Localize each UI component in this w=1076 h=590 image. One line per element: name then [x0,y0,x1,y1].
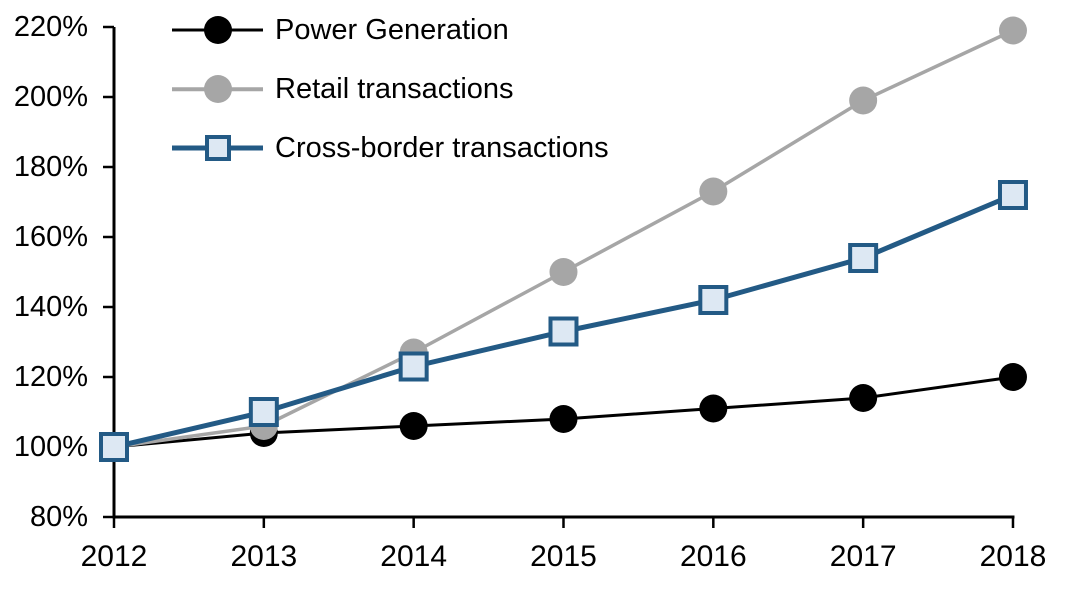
data-point-circle [549,405,578,433]
y-tick-label: 100% [14,431,88,463]
legend-label-power-generation: Power Generation [275,14,509,46]
data-point-circle [998,363,1027,391]
legend-swatch-black-circle-icon [172,10,263,50]
data-point-circle [998,16,1027,45]
x-tick-label: 2012 [81,540,148,573]
x-tick-label: 2017 [830,540,897,573]
chart-legend: Power Generation Retail transactions Cro… [172,10,609,187]
data-point-square [997,180,1028,210]
y-tick-label: 160% [14,221,88,253]
data-point-square [248,397,279,427]
data-point-circle [849,384,878,412]
legend-swatch-gray-circle-icon [172,69,263,109]
x-tick-label: 2018 [980,540,1047,573]
y-tick-label: 220% [14,11,88,43]
data-point-square [698,285,729,315]
data-point-circle [399,412,428,440]
y-tick-label: 120% [14,361,88,393]
legend-label-retail-transactions: Retail transactions [275,73,514,105]
x-tick-label: 2016 [680,540,747,573]
data-point-square [398,351,429,382]
x-tick-label: 2013 [230,540,297,573]
y-tick-label: 180% [14,151,88,183]
data-point-square [848,243,879,273]
data-point-circle [549,258,578,286]
data-point-circle [849,86,878,115]
legend-item-power-generation: Power Generation [172,10,609,50]
data-point-square [99,432,129,462]
x-tick-label: 2014 [380,540,447,573]
data-point-square [548,316,579,347]
y-tick-label: 140% [14,291,88,323]
legend-swatch-blue-square-icon [172,128,263,168]
data-point-circle [699,394,728,423]
y-tick-label: 80% [30,501,88,533]
x-tick-label: 2015 [530,540,597,573]
legend-label-cross-border-transactions: Cross-border transactions [275,132,609,164]
legend-item-cross-border-transactions: Cross-border transactions [172,128,609,168]
data-point-circle [699,177,728,206]
legend-item-retail-transactions: Retail transactions [172,69,609,109]
y-tick-label: 200% [14,81,88,113]
